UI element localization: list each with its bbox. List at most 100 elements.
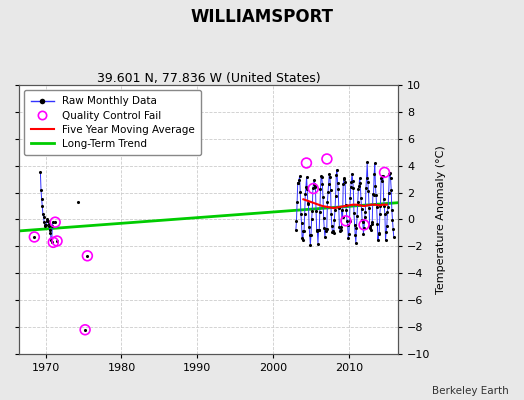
Point	[38, 203, 47, 209]
Point	[335, 224, 344, 230]
Point	[374, 230, 383, 236]
Point	[314, 227, 323, 234]
Point	[42, 218, 51, 224]
Point	[292, 227, 300, 233]
Point	[367, 221, 376, 228]
Point	[357, 206, 366, 212]
Point	[332, 172, 341, 178]
Point	[342, 218, 350, 224]
Point	[363, 159, 372, 166]
Point	[333, 167, 341, 173]
Point	[301, 191, 310, 197]
Point	[309, 181, 318, 187]
Point	[380, 169, 389, 176]
Point	[46, 230, 54, 236]
Point	[366, 222, 375, 229]
Point	[360, 224, 368, 231]
Point	[43, 218, 52, 224]
Point	[49, 239, 58, 246]
Point	[330, 216, 339, 223]
Point	[40, 222, 49, 228]
Point	[369, 191, 377, 197]
Point	[339, 181, 347, 188]
Point	[81, 326, 89, 333]
Point	[365, 205, 373, 211]
Point	[389, 234, 398, 240]
Point	[385, 171, 394, 177]
Point	[328, 223, 336, 229]
Point	[48, 239, 56, 246]
Point	[376, 210, 384, 217]
Point	[322, 226, 330, 232]
Point	[370, 160, 379, 166]
Point	[296, 189, 304, 196]
Point	[345, 231, 353, 237]
Point	[362, 184, 370, 191]
Point	[342, 202, 350, 208]
Point	[341, 178, 350, 185]
Point	[359, 230, 368, 237]
Y-axis label: Temperature Anomaly (°C): Temperature Anomaly (°C)	[436, 145, 446, 294]
Point	[48, 223, 57, 230]
Point	[378, 173, 387, 180]
Point	[354, 186, 363, 192]
Point	[387, 186, 396, 193]
Point	[375, 231, 384, 237]
Point	[320, 225, 329, 232]
Point	[299, 228, 308, 234]
Point	[316, 186, 325, 192]
Point	[377, 175, 385, 182]
Point	[297, 211, 305, 217]
Point	[312, 228, 321, 234]
Point	[339, 214, 347, 220]
Point	[292, 218, 301, 225]
Point	[374, 236, 382, 243]
Point	[386, 170, 394, 176]
Point	[308, 208, 316, 214]
Point	[313, 227, 322, 233]
Point	[364, 188, 373, 194]
Point	[360, 222, 368, 228]
Point	[326, 187, 335, 193]
Point	[74, 199, 82, 205]
Point	[356, 180, 365, 186]
Point	[336, 228, 344, 235]
Point	[384, 204, 392, 210]
Point	[30, 234, 39, 240]
Point	[40, 219, 48, 225]
Point	[51, 219, 59, 225]
Point	[294, 180, 302, 186]
Point	[305, 232, 314, 238]
Point	[354, 199, 362, 206]
Point	[388, 216, 397, 223]
Point	[338, 207, 346, 213]
Point	[324, 180, 333, 187]
Point	[37, 187, 45, 193]
Point	[321, 228, 330, 234]
Point	[311, 182, 320, 189]
Point	[340, 176, 348, 182]
Point	[342, 207, 351, 214]
Point	[39, 214, 48, 220]
Point	[296, 173, 304, 179]
Point	[373, 221, 381, 228]
Point	[389, 226, 397, 232]
Point	[317, 173, 325, 180]
Point	[37, 196, 46, 202]
Point	[47, 236, 55, 243]
Point	[300, 211, 309, 218]
Point	[303, 186, 311, 192]
Point	[293, 180, 302, 186]
Point	[351, 222, 359, 228]
Point	[304, 200, 313, 206]
Point	[349, 185, 357, 192]
Point	[318, 174, 326, 180]
Point	[330, 230, 338, 236]
Point	[332, 192, 340, 199]
Point	[302, 184, 310, 190]
Point	[329, 228, 337, 234]
Point	[293, 199, 301, 205]
Point	[379, 196, 388, 202]
Point	[345, 218, 354, 224]
Point	[39, 211, 47, 217]
